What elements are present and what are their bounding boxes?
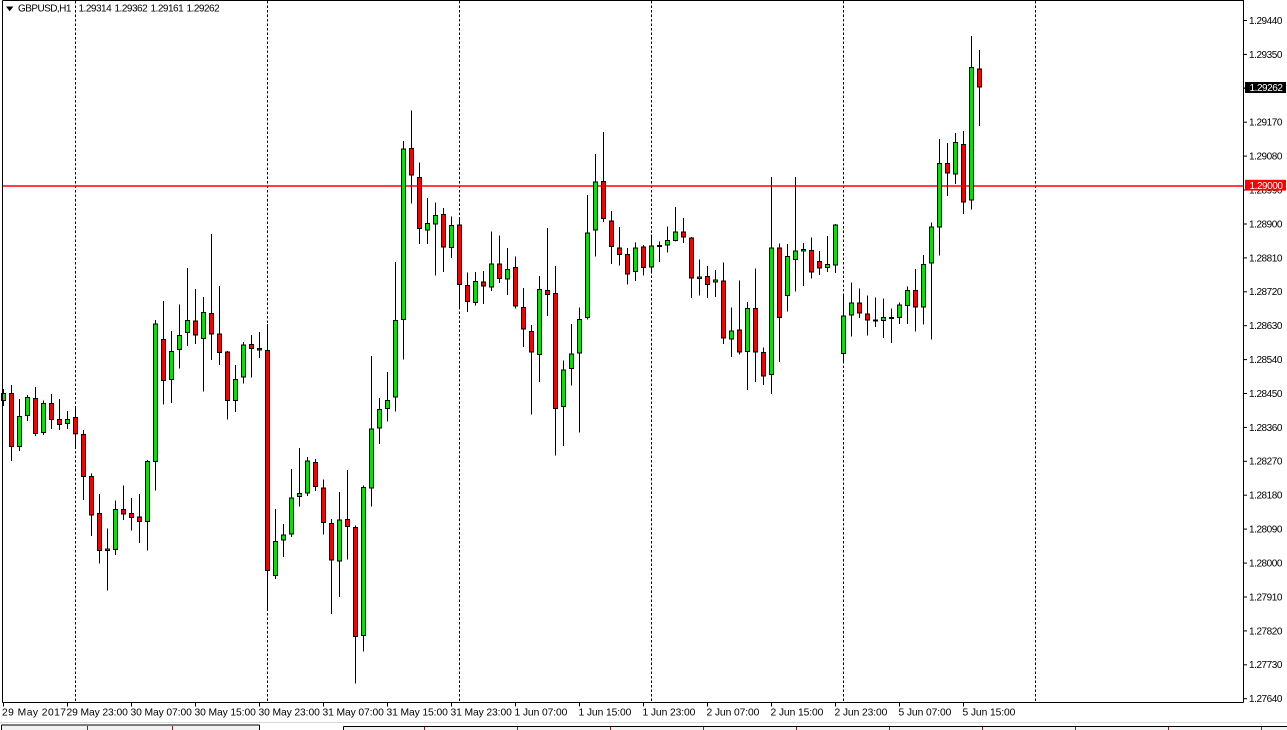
svg-text:1.27640: 1.27640: [1249, 694, 1283, 705]
svg-text:1.28540: 1.28540: [1249, 355, 1283, 366]
svg-text:1.27730: 1.27730: [1249, 660, 1283, 671]
svg-text:1.29170: 1.29170: [1249, 118, 1283, 129]
svg-text:1.28450: 1.28450: [1249, 389, 1283, 400]
svg-text:1.28180: 1.28180: [1249, 491, 1283, 502]
svg-text:1.29000: 1.29000: [1250, 181, 1284, 192]
svg-text:1.29080: 1.29080: [1249, 152, 1283, 163]
svg-text:1.29262: 1.29262: [187, 4, 221, 15]
svg-text:1 Jun 15:00: 1 Jun 15:00: [579, 708, 632, 719]
svg-text:31 May 23:00: 31 May 23:00: [451, 708, 513, 719]
svg-text:1.29440: 1.29440: [1249, 16, 1283, 27]
svg-text:1.28630: 1.28630: [1249, 321, 1283, 332]
svg-text:30 May 15:00: 30 May 15:00: [195, 708, 257, 719]
svg-text:1.28720: 1.28720: [1249, 287, 1283, 298]
svg-text:1.28000: 1.28000: [1249, 559, 1283, 570]
svg-text:1.29314: 1.29314: [79, 4, 113, 15]
svg-text:2 Jun 23:00: 2 Jun 23:00: [835, 708, 888, 719]
svg-text:1.27910: 1.27910: [1249, 592, 1283, 603]
svg-text:2 Jun 07:00: 2 Jun 07:00: [707, 708, 760, 719]
svg-text:1.29161: 1.29161: [151, 4, 185, 15]
svg-text:1.29350: 1.29350: [1249, 50, 1283, 61]
svg-text:30 May 23:00: 30 May 23:00: [259, 708, 321, 719]
svg-text:1 Jun 23:00: 1 Jun 23:00: [643, 708, 696, 719]
svg-text:1.29262: 1.29262: [1250, 83, 1284, 94]
svg-text:1.28990: 1.28990: [1249, 185, 1283, 196]
svg-text:1.28360: 1.28360: [1249, 423, 1283, 434]
svg-text:2 Jun 15:00: 2 Jun 15:00: [771, 708, 824, 719]
svg-text:1.28810: 1.28810: [1249, 253, 1283, 264]
svg-text:1.27820: 1.27820: [1249, 626, 1283, 637]
svg-text:GBPUSD,H1: GBPUSD,H1: [18, 4, 72, 15]
svg-text:29 May 23:00: 29 May 23:00: [67, 708, 129, 719]
svg-text:1.29362: 1.29362: [115, 4, 149, 15]
svg-text:30 May 07:00: 30 May 07:00: [131, 708, 193, 719]
svg-text:1.28090: 1.28090: [1249, 525, 1283, 536]
svg-text:1.28270: 1.28270: [1249, 457, 1283, 468]
svg-text:5 Jun 15:00: 5 Jun 15:00: [963, 708, 1016, 719]
svg-text:29 May 2017: 29 May 2017: [2, 708, 66, 719]
svg-text:31 May 15:00: 31 May 15:00: [387, 708, 449, 719]
svg-text:31 May 07:00: 31 May 07:00: [323, 708, 385, 719]
svg-text:5 Jun 07:00: 5 Jun 07:00: [899, 708, 952, 719]
svg-text:1.28900: 1.28900: [1249, 219, 1283, 230]
svg-text:1 Jun 07:00: 1 Jun 07:00: [515, 708, 568, 719]
